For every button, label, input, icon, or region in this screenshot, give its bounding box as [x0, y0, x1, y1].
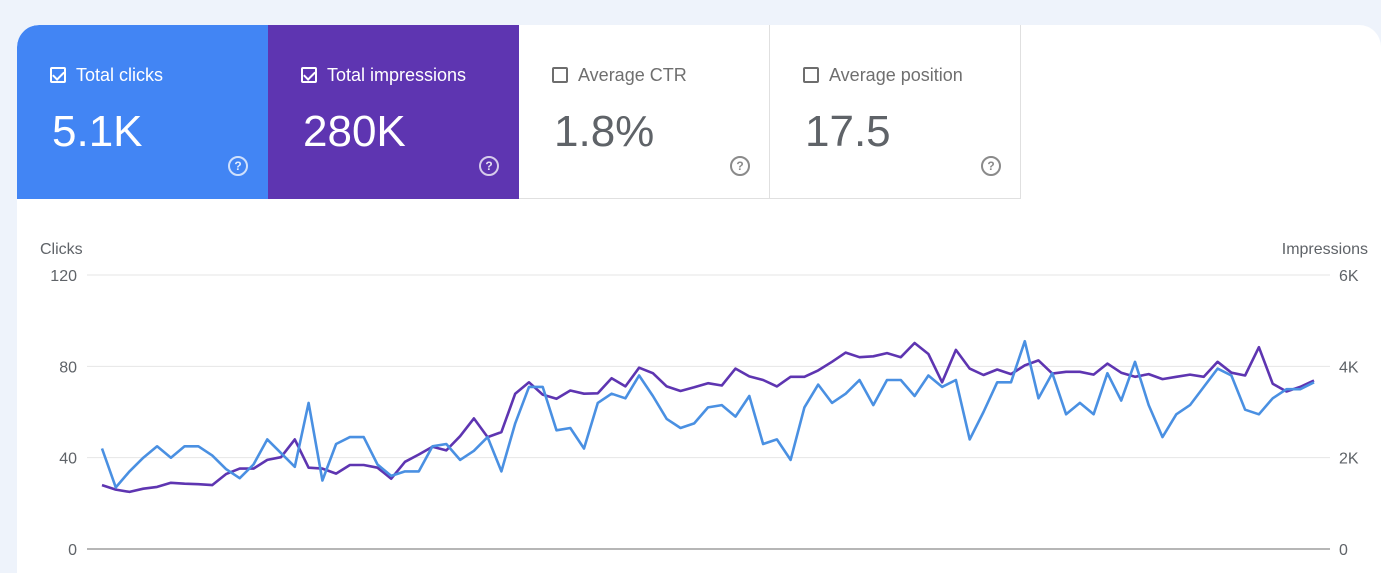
metric-label: Average CTR	[578, 65, 687, 85]
grid-lines	[87, 274, 1330, 550]
right-axis-tick-label: 2K	[1339, 451, 1359, 468]
checkbox-unchecked-icon[interactable]	[803, 67, 819, 83]
left-axis-tick-label: 40	[59, 451, 77, 468]
metric-label-row: Average position	[803, 65, 963, 85]
series-lines	[100, 339, 1315, 494]
left-axis-tick-label: 120	[50, 268, 77, 285]
right-axis-tick-label: 0	[1339, 542, 1348, 559]
help-icon[interactable]: ?	[228, 156, 248, 176]
metric-label-row: Average CTR	[552, 65, 687, 85]
checkbox-checked-icon[interactable]	[301, 67, 317, 83]
right-axis-tick-label: 6K	[1339, 268, 1359, 285]
right-axis-tick-label: 4K	[1339, 359, 1359, 376]
left-axis-tick-label: 80	[59, 359, 77, 376]
series-line-impressions	[101, 341, 1315, 494]
metric-value: 5.1K	[52, 107, 143, 156]
metric-card-total-impressions[interactable]: Total impressions 280K ?	[268, 25, 519, 199]
metric-value: 1.8%	[554, 107, 655, 156]
metric-card-total-clicks[interactable]: Total clicks 5.1K ?	[17, 25, 268, 199]
help-icon[interactable]: ?	[730, 156, 750, 176]
metric-label-row: Total impressions	[301, 65, 466, 85]
left-axis-ticks: 120 80 40 0	[50, 268, 77, 559]
right-axis-ticks: 6K 4K 2K 0	[1339, 268, 1359, 559]
series-line-clicks	[100, 339, 1315, 489]
metric-label: Total impressions	[327, 65, 467, 85]
performance-panel: Total clicks 5.1K ? Total impressions 28…	[17, 25, 1381, 573]
metric-card-average-position[interactable]: Average position 17.5 ?	[770, 25, 1021, 199]
metric-label: Total clicks	[76, 65, 164, 85]
metric-label-row: Total clicks	[50, 65, 163, 85]
help-icon[interactable]: ?	[981, 156, 1001, 176]
metric-value: 17.5	[805, 107, 891, 156]
metric-value: 280K	[303, 107, 406, 156]
left-axis-tick-label: 0	[68, 542, 77, 559]
metric-cards: Total clicks 5.1K ? Total impressions 28…	[17, 25, 1021, 199]
checkbox-checked-icon[interactable]	[50, 67, 66, 83]
right-axis-title: Impressions	[1282, 241, 1368, 258]
metric-card-average-ctr[interactable]: Average CTR 1.8% ?	[519, 25, 770, 199]
help-icon[interactable]: ?	[479, 156, 499, 176]
checkbox-unchecked-icon[interactable]	[552, 67, 568, 83]
left-axis-title: Clicks	[40, 241, 83, 258]
metric-label: Average position	[829, 65, 963, 85]
